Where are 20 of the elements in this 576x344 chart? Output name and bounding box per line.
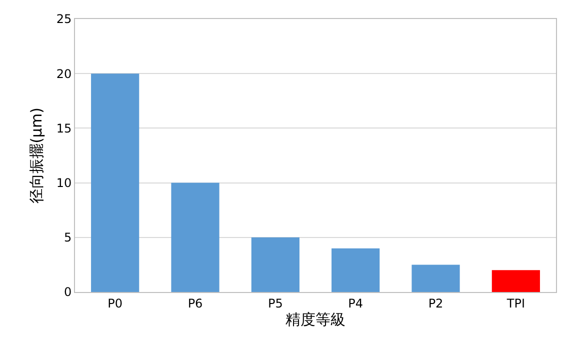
bar xyxy=(412,264,460,292)
y-tick-label: 0 xyxy=(64,285,72,300)
y-tick-label: 15 xyxy=(56,121,72,136)
bar xyxy=(332,248,380,292)
x-tick-label: P4 xyxy=(348,296,364,310)
x-tick-label: P0 xyxy=(108,296,123,310)
bar xyxy=(91,74,140,292)
bar xyxy=(251,237,300,292)
y-tick-label: 10 xyxy=(56,176,72,190)
bar xyxy=(492,270,540,292)
x-tick-label: P5 xyxy=(268,296,283,310)
y-tick-label: 5 xyxy=(64,230,72,245)
x-axis-title: 精度等級 xyxy=(286,310,346,328)
x-tick-label: P2 xyxy=(428,296,444,310)
y-axis-title: 径向振擺(μm) xyxy=(28,108,46,204)
x-tick-label: TPI xyxy=(506,296,525,310)
y-tick-label: 25 xyxy=(56,12,72,26)
x-tick-label: P6 xyxy=(188,296,203,310)
y-tick-label: 20 xyxy=(56,66,72,81)
bar xyxy=(171,182,220,292)
